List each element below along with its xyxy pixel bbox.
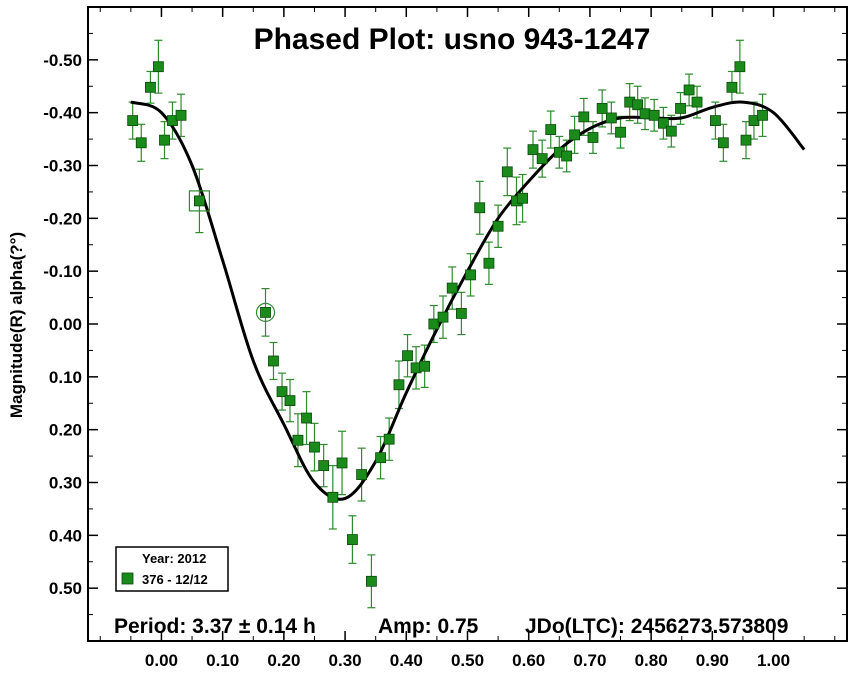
chart-title: Phased Plot: usno 943-1247 — [254, 23, 651, 56]
x-tick-label: 0.60 — [512, 651, 545, 670]
legend-marker-icon — [121, 572, 134, 585]
data-point — [276, 386, 288, 398]
y-tick-label: 0.20 — [49, 421, 82, 440]
data-point — [383, 433, 395, 445]
data-points — [127, 61, 768, 587]
data-point — [709, 115, 721, 126]
data-point — [726, 81, 738, 93]
data-point — [605, 112, 617, 124]
x-tick-label: 0.20 — [267, 651, 300, 670]
data-point — [632, 99, 644, 111]
data-point — [393, 379, 405, 391]
data-point — [194, 195, 205, 207]
data-point — [596, 103, 608, 114]
fit-curve — [130, 100, 806, 501]
data-point — [569, 129, 581, 141]
data-point — [402, 350, 413, 362]
data-point — [347, 534, 358, 545]
y-tick-label: 0.00 — [49, 315, 82, 334]
data-point — [455, 308, 467, 319]
jd-annotation: JDo(LTC): 2456273.573809 — [525, 615, 788, 638]
y-tick-label: -0.50 — [43, 51, 82, 70]
y-tick-label: 0.10 — [49, 368, 82, 387]
data-point — [145, 81, 156, 93]
legend-box — [115, 546, 229, 592]
x-tick-label: 0.30 — [329, 651, 362, 670]
data-point — [492, 220, 504, 232]
y-tick-label: -0.10 — [43, 262, 82, 281]
data-point — [683, 84, 695, 96]
x-tick-label: 1.00 — [757, 651, 790, 670]
data-point — [175, 109, 187, 121]
data-point — [127, 115, 139, 126]
x-tick-label: 0.00 — [145, 651, 178, 670]
data-point — [757, 109, 768, 121]
data-point — [159, 134, 170, 146]
data-point — [665, 125, 677, 137]
data-point — [428, 318, 440, 330]
y-tick-label: -0.30 — [43, 157, 82, 176]
legend: Year: 2012 376 - 12/12 — [115, 546, 229, 592]
data-point — [527, 144, 539, 156]
data-point — [561, 150, 573, 162]
legend-entry-label: 376 - 12/12 — [142, 572, 208, 587]
amplitude-annotation: Amp: 0.75 — [378, 615, 479, 638]
data-point — [517, 192, 528, 204]
data-point — [336, 457, 348, 469]
y-tick-label: 0.30 — [49, 474, 82, 493]
y-axis: -0.50 -0.40 -0.30 -0.20 -0.10 0.00 0.10 0.20 0.3… — [43, 32, 847, 616]
data-point — [437, 311, 449, 323]
x-tick-label: 0.40 — [390, 651, 423, 670]
period-annotation: Period: 3.37 ± 0.14 h — [114, 615, 316, 638]
data-point — [483, 257, 495, 269]
data-point — [474, 202, 486, 214]
legend-header: Year: 2012 — [142, 551, 206, 566]
marker-outline-circle — [255, 302, 276, 322]
data-point — [419, 360, 431, 372]
data-point — [356, 469, 368, 480]
data-point — [260, 306, 271, 318]
y-tick-label: -0.40 — [43, 104, 82, 123]
x-tick-label: 0.90 — [696, 651, 729, 670]
data-point — [545, 124, 557, 135]
data-point — [301, 412, 312, 424]
y-tick-label: -0.20 — [43, 209, 82, 228]
data-point — [465, 269, 476, 281]
y-tick-label: 0.40 — [49, 526, 82, 545]
data-point — [578, 111, 590, 123]
data-point — [135, 137, 147, 149]
data-point — [366, 575, 377, 587]
data-point — [639, 108, 651, 120]
data-point — [375, 452, 386, 464]
data-point — [740, 134, 752, 146]
data-point — [152, 61, 164, 73]
data-point — [446, 282, 458, 294]
x-tick-label: 0.70 — [573, 651, 606, 670]
data-point — [615, 126, 626, 138]
data-point — [536, 153, 548, 165]
data-point — [284, 395, 296, 407]
data-point — [318, 460, 330, 471]
data-point — [327, 491, 339, 503]
data-point — [717, 137, 729, 149]
y-tick-label: 0.50 — [49, 579, 82, 598]
data-point — [648, 109, 660, 121]
data-point — [691, 96, 703, 108]
data-point — [734, 61, 746, 73]
x-tick-label: 0.10 — [206, 651, 239, 670]
data-point — [292, 434, 304, 446]
data-point — [268, 355, 279, 367]
data-point — [309, 441, 320, 453]
data-point — [657, 117, 669, 129]
data-point — [587, 132, 599, 143]
data-point — [675, 103, 686, 114]
y-axis-label: Magnitude(R) alpha(?°) — [7, 232, 26, 418]
data-point — [501, 166, 513, 178]
x-tick-label: 0.80 — [635, 651, 668, 670]
x-axis: 0.00 0.10 0.20 0.30 0.40 0.50 0.60 0.70 0.80 0.90… — [99, 7, 836, 670]
x-tick-label: 0.50 — [451, 651, 484, 670]
marker-outline-square — [188, 190, 211, 212]
